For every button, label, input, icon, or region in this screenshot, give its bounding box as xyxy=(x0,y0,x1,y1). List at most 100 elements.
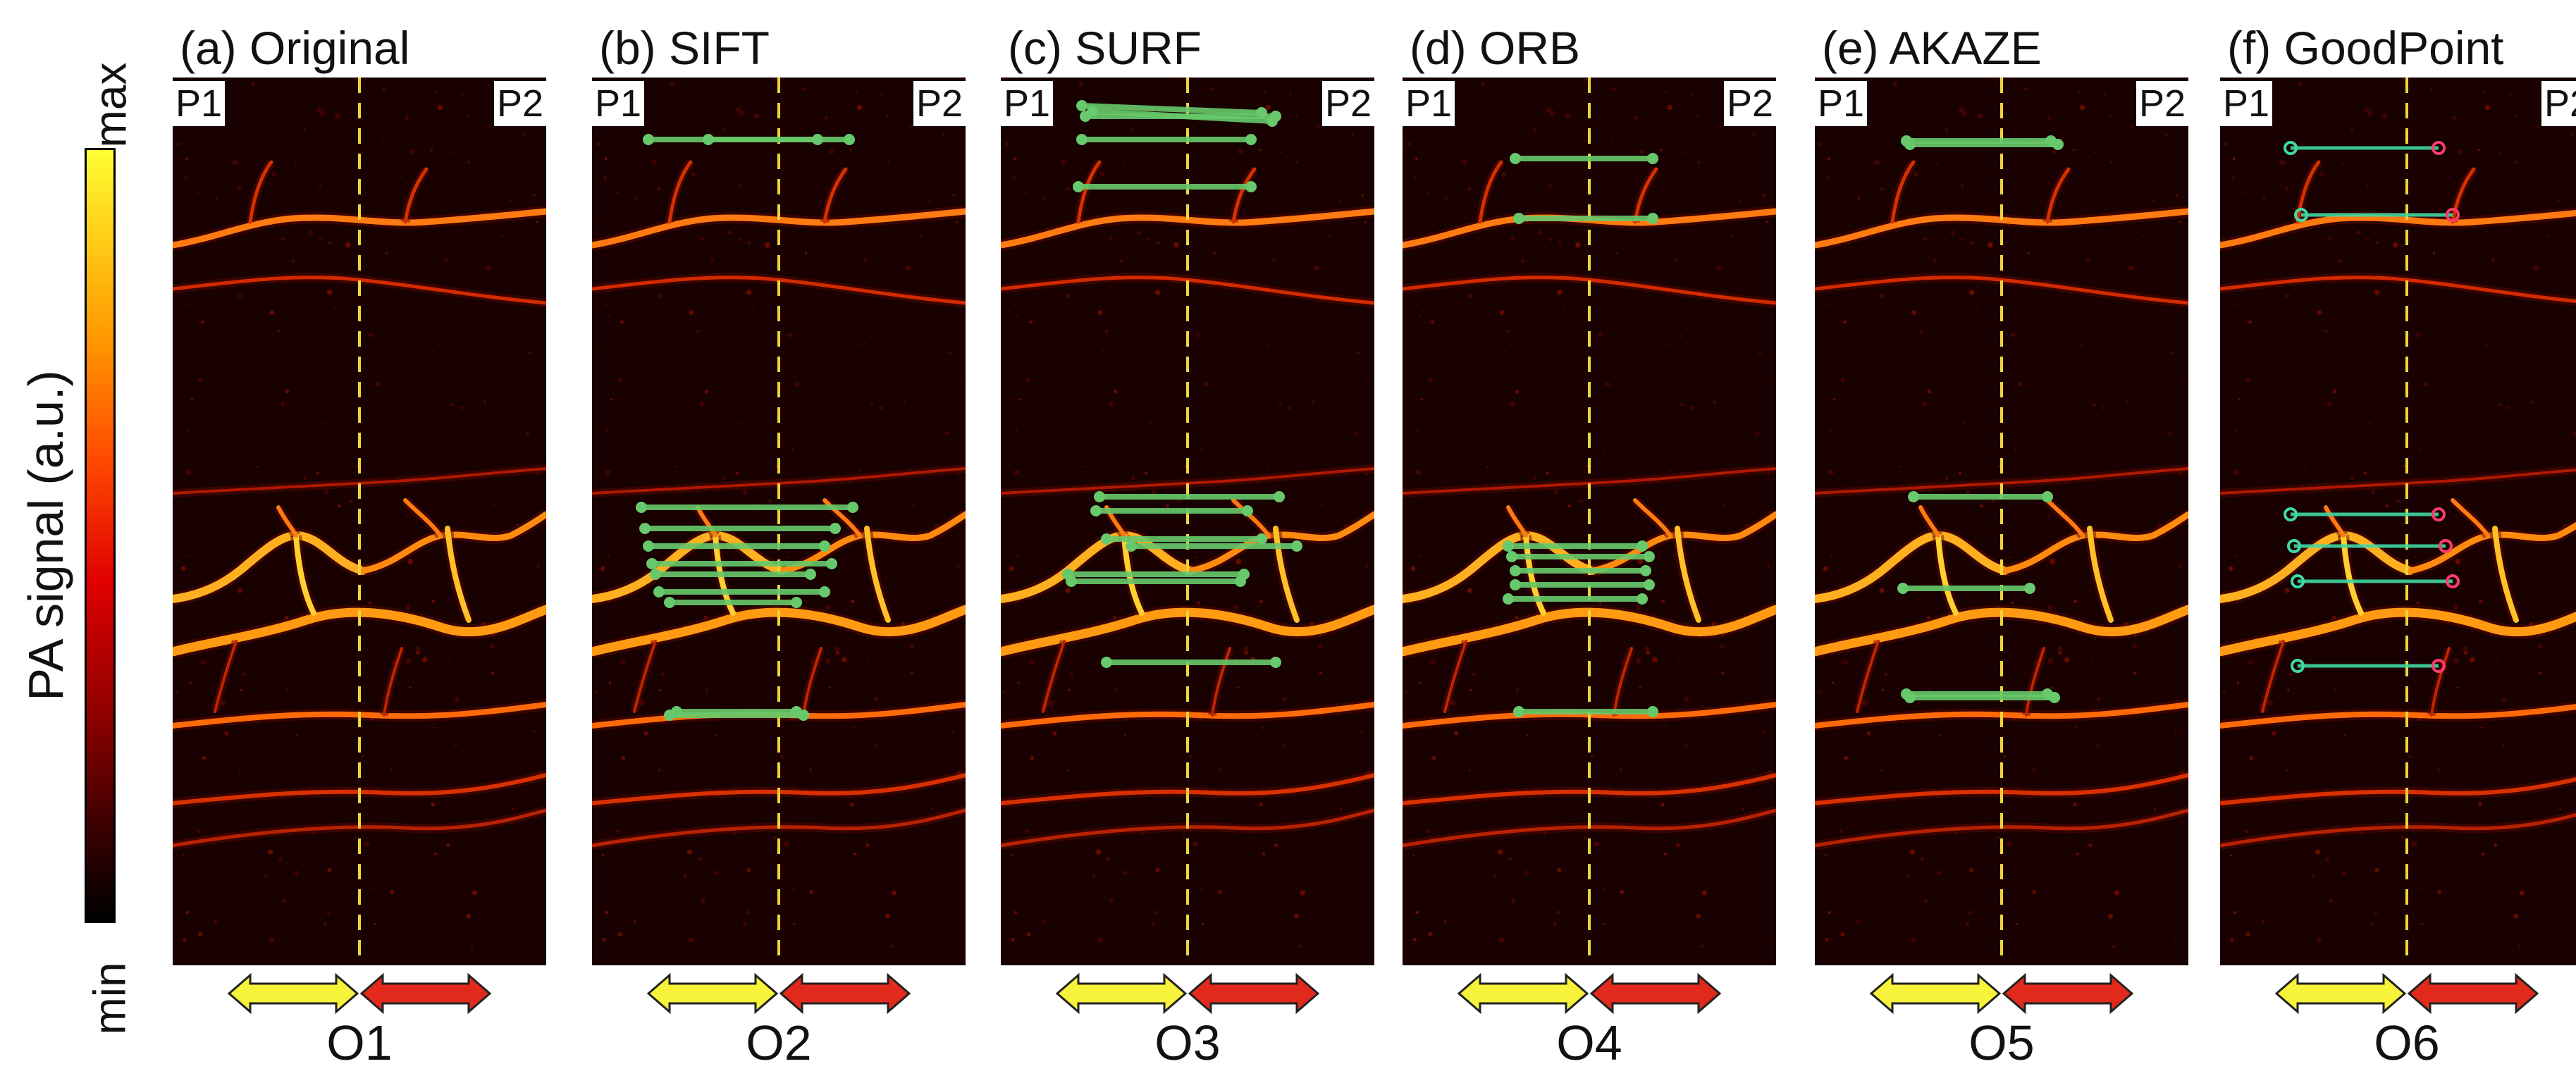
noise-speck xyxy=(951,940,954,943)
keypoint-marker xyxy=(844,134,855,145)
noise-speck xyxy=(1364,564,1369,568)
noise-speck xyxy=(2293,249,2295,251)
noise-speck xyxy=(1122,870,1128,876)
noise-speck xyxy=(1515,688,1520,692)
keypoint-marker xyxy=(1073,181,1084,192)
vessel xyxy=(1001,276,1374,305)
vessel xyxy=(822,498,862,538)
noise-speck xyxy=(952,194,955,197)
noise-speck xyxy=(657,293,662,299)
noise-speck xyxy=(1265,104,1271,111)
overlap-arrow-right xyxy=(2002,972,2134,1015)
noise-speck xyxy=(1018,398,1022,401)
noise-speck xyxy=(319,184,322,188)
vessel-svg xyxy=(1815,78,2188,965)
vessel xyxy=(1633,498,1672,538)
noise-speck xyxy=(879,406,883,410)
noise-speck xyxy=(319,110,326,116)
noise-speck xyxy=(1428,932,1433,937)
noise-speck xyxy=(409,686,412,689)
noise-speck xyxy=(215,197,218,200)
noise-speck xyxy=(1660,802,1665,807)
noise-speck xyxy=(1928,688,1932,692)
noise-speck xyxy=(1416,345,1418,347)
noise-speck xyxy=(198,932,203,937)
noise-speck xyxy=(180,566,186,571)
noise-speck xyxy=(1340,808,1343,810)
noise-speck xyxy=(536,221,539,223)
vessel xyxy=(173,773,546,805)
vessel-svg xyxy=(1001,78,1374,965)
noise-speck xyxy=(880,92,884,96)
noise-speck xyxy=(616,829,620,834)
noise-speck xyxy=(603,176,607,180)
noise-speck xyxy=(405,658,412,664)
p1-label: P1 xyxy=(592,81,645,126)
noise-speck xyxy=(1353,431,1358,435)
noise-speck xyxy=(1503,349,1506,352)
noise-speck xyxy=(1635,658,1641,664)
noise-speck xyxy=(436,612,438,614)
noise-speck xyxy=(1977,113,1983,119)
noise-speck xyxy=(1356,350,1360,354)
noise-speck xyxy=(909,644,915,649)
vessel xyxy=(1506,505,1528,538)
noise-speck xyxy=(1742,808,1744,810)
noise-speck xyxy=(783,841,789,848)
noise-speck xyxy=(722,476,727,481)
colorbar-gradient xyxy=(85,148,116,923)
noise-speck xyxy=(1662,726,1666,730)
noise-speck xyxy=(699,401,705,407)
overlap-arrows xyxy=(1815,972,2188,1015)
panel-title: (e) AKAZE xyxy=(1822,22,2042,74)
overlap-arrow-right xyxy=(2407,972,2539,1015)
noise-speck xyxy=(691,172,696,178)
noise-speck xyxy=(1830,314,1833,317)
noise-speck xyxy=(200,660,207,665)
noise-speck xyxy=(2507,406,2511,410)
keypoint-marker xyxy=(1076,134,1087,145)
noise-speck xyxy=(460,406,464,410)
noise-speck xyxy=(1229,848,1231,850)
noise-speck xyxy=(1471,672,1476,677)
noise-speck xyxy=(828,686,831,689)
noise-speck xyxy=(834,646,840,652)
noise-speck xyxy=(689,310,694,315)
keypoint-marker xyxy=(2294,208,2308,222)
noise-speck xyxy=(1151,489,1157,495)
noise-speck xyxy=(1567,504,1572,508)
noise-speck xyxy=(2333,688,2337,692)
noise-speck xyxy=(532,729,536,733)
noise-speck xyxy=(2530,673,2532,675)
noise-speck xyxy=(1161,306,1164,309)
noise-speck xyxy=(1652,657,1658,662)
noise-speck xyxy=(1532,476,1537,481)
noise-speck xyxy=(1866,731,1871,736)
noise-speck xyxy=(1546,471,1549,475)
vessel xyxy=(1815,467,2188,495)
noise-speck xyxy=(2559,808,2562,810)
noise-speck xyxy=(483,400,487,404)
noise-speck xyxy=(715,734,718,736)
noise-speck xyxy=(746,910,750,915)
noise-speck xyxy=(1920,857,1925,862)
noise-speck xyxy=(2057,646,2063,652)
noise-speck xyxy=(431,802,435,807)
noise-speck xyxy=(2380,306,2383,309)
vessel xyxy=(173,605,546,657)
noise-speck xyxy=(2050,558,2056,564)
noise-speck xyxy=(2043,848,2045,850)
overlap-label: O6 xyxy=(2374,1015,2440,1070)
noise-speck xyxy=(2096,696,2102,702)
noise-speck xyxy=(1565,113,1570,119)
noise-speck xyxy=(381,137,383,140)
noise-speck xyxy=(1147,237,1151,242)
noise-speck xyxy=(333,306,335,309)
keypoint-marker xyxy=(1644,551,1655,562)
vessel xyxy=(1815,605,2188,657)
noise-speck xyxy=(824,116,829,120)
noise-speck xyxy=(618,321,620,323)
vessel xyxy=(173,467,546,495)
noise-speck xyxy=(2332,389,2337,394)
vessel xyxy=(2324,505,2346,538)
